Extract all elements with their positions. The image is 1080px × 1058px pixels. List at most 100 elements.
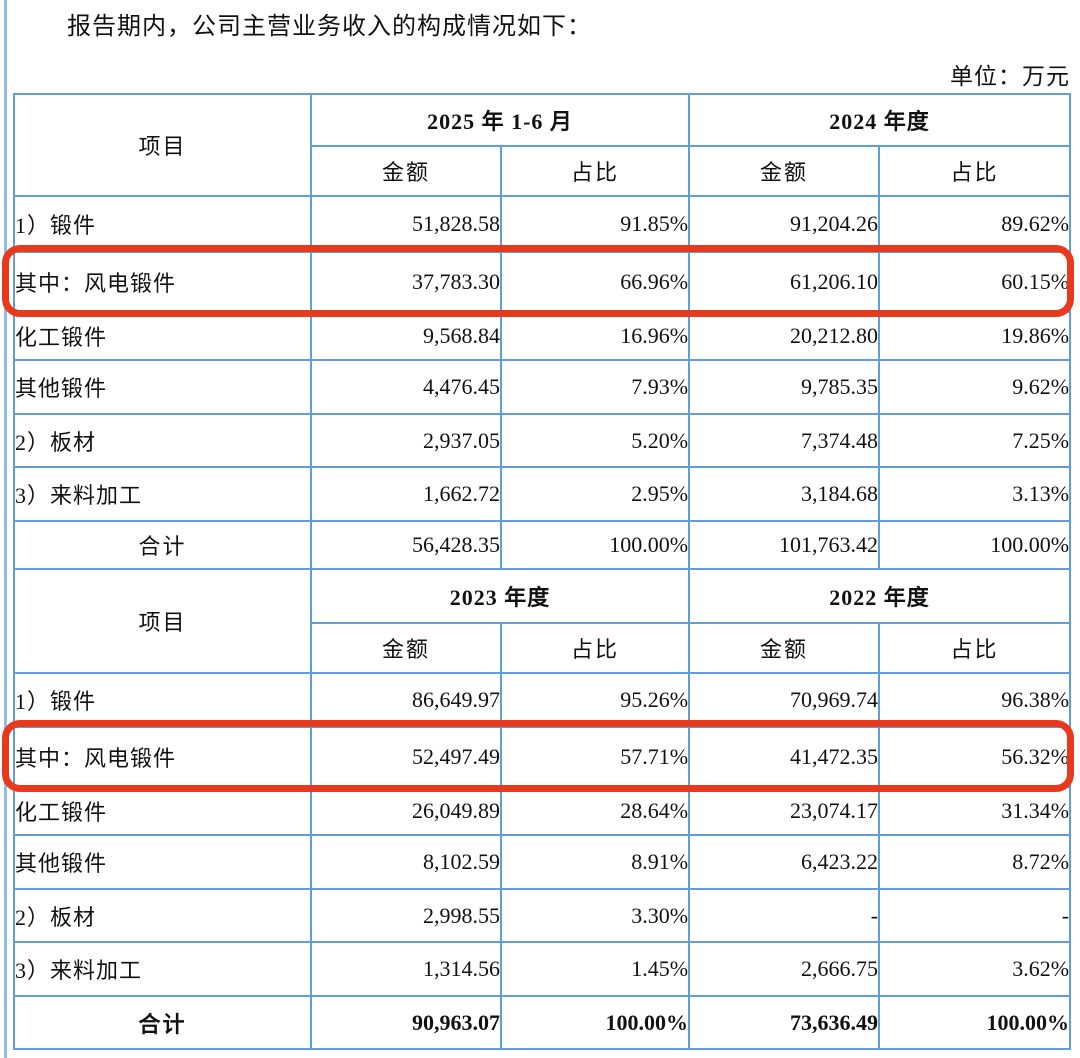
ratio-cell: 16.96% (499, 311, 691, 361)
item-label-cell: 其他锻件 (13, 359, 312, 415)
ratio-header: 占比 (499, 622, 691, 674)
table-header-row: 项目 2025 年 1-6 月 2024 年度 (13, 93, 1072, 197)
table-header-row: 项目 2023 年度 2022 年度 (13, 568, 1072, 674)
table-subheader-row: 金额 占比 金额 占比 (14, 622, 1072, 674)
unit-label: 单位：万元 (950, 64, 1070, 89)
ratio-header: 占比 (878, 145, 1072, 197)
period-header-2024: 2024 年度 (688, 93, 1072, 147)
ratio-cell: 1.45% (499, 941, 691, 997)
ratio-cell: 96.38% (878, 672, 1072, 728)
item-label-cell: 2）板材 (13, 413, 312, 468)
ratio-cell: 3.30% (499, 888, 691, 943)
ratio-cell: 3.13% (878, 466, 1072, 522)
item-label-cell: 1）锻件 (13, 195, 312, 253)
ratio-cell: 91.85% (499, 195, 691, 253)
ratio-cell: 7.25% (878, 413, 1072, 468)
table-row: 化工锻件 26,049.89 28.64% 23,074.17 31.34% (13, 786, 1072, 836)
amount-cell: 6,423.22 (688, 834, 881, 890)
ratio-cell: 31.34% (878, 786, 1072, 836)
ratio-cell: 100.00% (499, 520, 691, 570)
table-row: 1）锻件 86,649.97 95.26% 70,969.74 96.38% (13, 672, 1072, 728)
item-label-cell: 其中：风电锻件 (13, 726, 312, 788)
ratio-cell: 9.62% (878, 359, 1072, 415)
ratio-cell: 3.62% (878, 941, 1072, 997)
amount-cell: 51,828.58 (310, 195, 502, 253)
ratio-header: 占比 (878, 622, 1072, 674)
amount-cell: 37,783.30 (310, 251, 502, 313)
table-row-highlighted: 其中：风电锻件 37,783.30 66.96% 61,206.10 60.15… (13, 251, 1072, 313)
page-left-border (4, 0, 7, 1058)
amount-cell: 2,998.55 (310, 888, 502, 943)
amount-header: 金额 (310, 145, 502, 197)
total-label-cell: 合计 (13, 995, 312, 1050)
ratio-cell: 66.96% (499, 251, 691, 313)
ratio-cell: 95.26% (499, 672, 691, 728)
ratio-cell: 56.32% (878, 726, 1072, 788)
item-label-cell: 化工锻件 (13, 786, 312, 836)
ratio-cell: 8.91% (499, 834, 691, 890)
ratio-cell: 28.64% (499, 786, 691, 836)
amount-cell: 91,204.26 (688, 195, 881, 253)
intro-text: 报告期内，公司主营业务收入的构成情况如下： (67, 14, 592, 40)
item-label-cell: 1）锻件 (13, 672, 312, 728)
table-total-row: 合计 56,428.35 100.00% 101,763.42 100.00% (13, 520, 1072, 570)
table-row: 化工锻件 9,568.84 16.96% 20,212.80 19.86% (13, 311, 1072, 361)
amount-cell: 2,937.05 (310, 413, 502, 468)
period-header-2025h1: 2025 年 1-6 月 (309, 93, 691, 147)
amount-cell: 7,374.48 (688, 413, 881, 468)
item-label-cell: 2）板材 (13, 888, 312, 943)
amount-cell: 101,763.42 (688, 520, 881, 570)
amount-cell: 9,568.84 (310, 311, 502, 361)
amount-cell: 1,662.72 (310, 466, 502, 522)
amount-cell: 26,049.89 (310, 786, 502, 836)
period-header-2022: 2022 年度 (688, 568, 1072, 624)
amount-cell: 3,184.68 (688, 466, 881, 522)
amount-cell: 70,969.74 (688, 672, 881, 728)
amount-cell: 86,649.97 (310, 672, 502, 728)
revenue-composition-table: 项目 2025 年 1-6 月 2024 年度 金额 占比 金额 占比 1）锻件… (13, 93, 1072, 1050)
item-label-cell: 其他锻件 (13, 834, 312, 890)
table-row: 其他锻件 8,102.59 8.91% 6,423.22 8.72% (13, 834, 1072, 890)
amount-cell: 23,074.17 (688, 786, 881, 836)
ratio-cell: 100.00% (878, 520, 1072, 570)
ratio-cell: 2.95% (499, 466, 691, 522)
amount-header: 金额 (310, 622, 502, 674)
ratio-header: 占比 (499, 145, 691, 197)
amount-header: 金额 (688, 145, 881, 197)
table-row: 2）板材 2,937.05 5.20% 7,374.48 7.25% (13, 413, 1072, 468)
ratio-cell: 19.86% (878, 311, 1072, 361)
item-label-cell: 化工锻件 (13, 311, 312, 361)
amount-cell: 9,785.35 (688, 359, 881, 415)
table-row: 3）来料加工 1,662.72 2.95% 3,184.68 3.13% (13, 466, 1072, 522)
item-column-header: 项目 (13, 93, 312, 197)
amount-cell: - (688, 888, 881, 943)
amount-cell: 61,206.10 (688, 251, 881, 313)
amount-cell: 90,963.07 (310, 995, 502, 1050)
ratio-cell: 89.62% (878, 195, 1072, 253)
table-row: 1）锻件 51,828.58 91.85% 91,204.26 89.62% (13, 195, 1072, 253)
amount-cell: 41,472.35 (688, 726, 881, 788)
total-label-cell: 合计 (13, 520, 312, 570)
table-row: 2）板材 2,998.55 3.30% - - (13, 888, 1072, 943)
table-row-highlighted: 其中：风电锻件 52,497.49 57.71% 41,472.35 56.32… (13, 726, 1072, 788)
ratio-cell: 100.00% (499, 995, 691, 1050)
ratio-cell: 8.72% (878, 834, 1072, 890)
ratio-cell: 7.93% (499, 359, 691, 415)
item-column-header: 项目 (13, 568, 312, 674)
amount-cell: 52,497.49 (310, 726, 502, 788)
table-row: 3）来料加工 1,314.56 1.45% 2,666.75 3.62% (13, 941, 1072, 997)
ratio-cell: 60.15% (878, 251, 1072, 313)
ratio-cell: 57.71% (499, 726, 691, 788)
ratio-cell: 5.20% (499, 413, 691, 468)
amount-cell: 1,314.56 (310, 941, 502, 997)
table-subheader-row: 金额 占比 金额 占比 (14, 145, 1072, 197)
item-label-cell: 3）来料加工 (13, 466, 312, 522)
table-total-row: 合计 90,963.07 100.00% 73,636.49 100.00% (13, 995, 1072, 1050)
amount-cell: 2,666.75 (688, 941, 881, 997)
ratio-cell: - (878, 888, 1072, 943)
item-label-cell: 3）来料加工 (13, 941, 312, 997)
amount-cell: 73,636.49 (688, 995, 881, 1050)
period-header-2023: 2023 年度 (309, 568, 691, 624)
item-label-cell: 其中：风电锻件 (13, 251, 312, 313)
table-row: 其他锻件 4,476.45 7.93% 9,785.35 9.62% (13, 359, 1072, 415)
